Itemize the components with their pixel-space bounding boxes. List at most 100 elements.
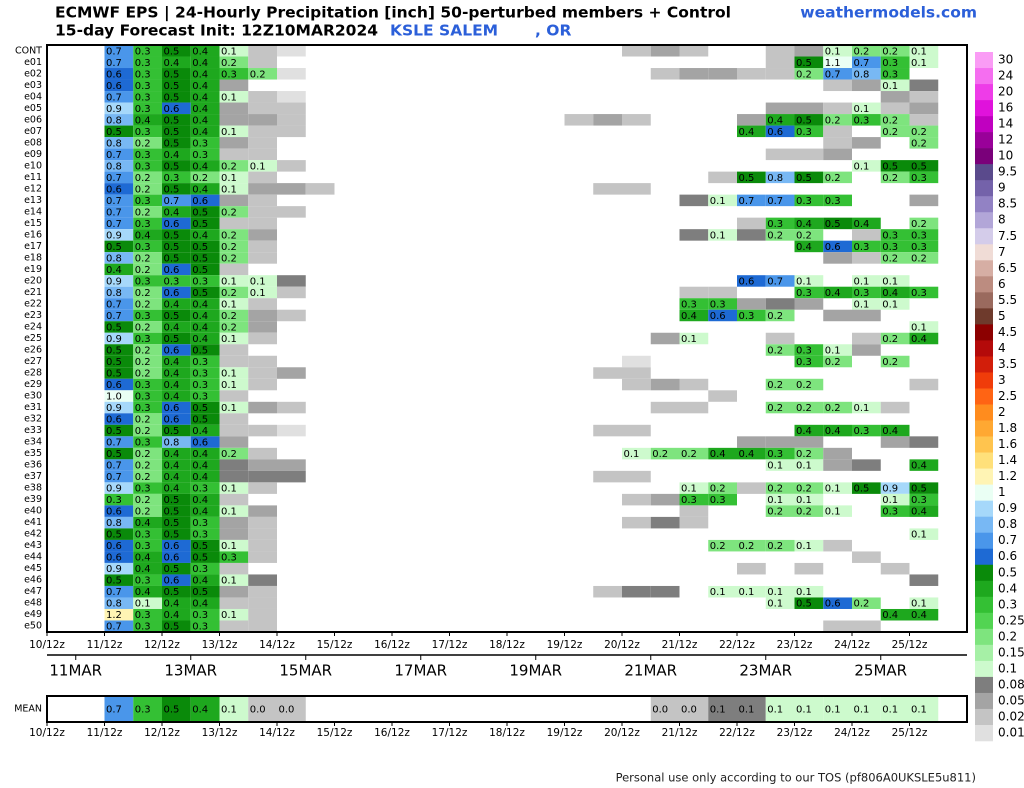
cell — [909, 160, 939, 172]
cell — [765, 45, 795, 57]
cell — [104, 217, 134, 230]
cell — [190, 206, 220, 218]
cell — [133, 56, 162, 69]
x-tick-label: 11/12z — [87, 727, 123, 739]
cell — [190, 367, 220, 379]
row-label: e28 — [24, 368, 42, 379]
x-tick-label: 11/12z — [87, 639, 123, 651]
cell — [190, 482, 220, 494]
cell — [133, 697, 162, 721]
cell — [794, 355, 824, 368]
cell — [248, 459, 277, 471]
cell-label: 0.5 — [164, 115, 180, 126]
cell — [219, 597, 249, 609]
cell-label: 0.4 — [192, 161, 208, 172]
cell — [909, 45, 939, 57]
cell-label: 0.4 — [192, 69, 208, 80]
cell-label: 0.1 — [825, 507, 841, 518]
cell-label: 0.9 — [882, 484, 898, 495]
cell — [219, 608, 249, 621]
cell — [104, 608, 134, 621]
cell-label: 0.4 — [192, 461, 208, 472]
row-label: e38 — [24, 483, 42, 494]
cell — [190, 137, 220, 149]
cell-label: 0.4 — [192, 92, 208, 103]
cell-label: 0.2 — [825, 357, 841, 368]
cell-label: 0.3 — [911, 173, 927, 184]
colorbar-swatch — [975, 580, 993, 598]
cell — [248, 68, 277, 80]
cell — [593, 183, 622, 195]
cell — [219, 240, 249, 253]
cell — [190, 470, 220, 483]
cell — [277, 160, 306, 172]
cell — [248, 56, 277, 69]
cell-label: 0.3 — [135, 58, 151, 69]
cell-label: 0.2 — [221, 449, 237, 460]
state: , OR — [535, 22, 571, 40]
cell-label: 0.5 — [106, 426, 122, 437]
cell — [162, 183, 191, 195]
row-label: e27 — [24, 356, 42, 367]
cell — [737, 125, 766, 138]
cell — [219, 539, 249, 552]
colorbar-swatch — [975, 500, 993, 517]
colorbar-swatch — [975, 676, 993, 694]
cell — [219, 286, 249, 299]
cell — [794, 125, 824, 138]
cell-label: 0.3 — [221, 553, 237, 564]
colorbar-swatch — [975, 468, 993, 485]
cell-label: 0.5 — [164, 138, 180, 149]
colorbar-label: 14 — [998, 117, 1013, 131]
cell — [104, 114, 134, 126]
cell — [593, 367, 622, 379]
row-label: e24 — [24, 321, 42, 332]
colorbar-swatch — [975, 596, 993, 614]
cell — [219, 401, 249, 414]
cell — [133, 309, 162, 322]
cell — [277, 114, 306, 126]
cell — [219, 528, 249, 540]
cell-label: 0.3 — [135, 622, 151, 633]
x-tick-label: 15/12z — [317, 639, 353, 651]
x-tick-label: 21/12z — [662, 727, 698, 739]
cell-label: 0.5 — [192, 207, 208, 218]
cell — [248, 697, 277, 721]
cell — [794, 217, 824, 230]
cell-label: 0.6 — [164, 219, 180, 230]
cell — [219, 68, 249, 80]
cell — [104, 470, 134, 483]
cell — [162, 298, 191, 310]
cell — [852, 252, 881, 264]
station: KSLE SALEM — [390, 22, 498, 40]
cell — [190, 45, 220, 57]
cell-label: 0.3 — [854, 242, 870, 253]
row-label: e29 — [24, 379, 42, 390]
cell — [823, 79, 852, 92]
cell — [909, 56, 939, 69]
cell-label: 0.3 — [825, 196, 841, 207]
row-label: e19 — [24, 264, 42, 275]
cell-label: 0.6 — [164, 553, 180, 564]
cell-label: 0.1 — [681, 484, 697, 495]
cell — [909, 597, 939, 609]
cell — [909, 321, 939, 333]
colorbar-swatch — [975, 292, 993, 309]
cell — [277, 45, 306, 57]
cell-label: 0.2 — [221, 58, 237, 69]
cell — [794, 447, 824, 460]
cell-label: 0.5 — [164, 530, 180, 541]
colorbar-label: 4 — [998, 341, 1006, 355]
cell — [823, 505, 852, 517]
colorbar-label: 0.5 — [998, 565, 1017, 579]
colorbar-swatch — [975, 308, 993, 325]
cell — [219, 183, 249, 195]
cell-label: 0.3 — [135, 196, 151, 207]
cell — [679, 516, 709, 529]
cell-label: 0.7 — [106, 311, 122, 322]
cell-label: 0.5 — [164, 92, 180, 103]
cell-label: 0.5 — [164, 242, 180, 253]
cell — [162, 493, 191, 506]
cell — [880, 114, 910, 126]
